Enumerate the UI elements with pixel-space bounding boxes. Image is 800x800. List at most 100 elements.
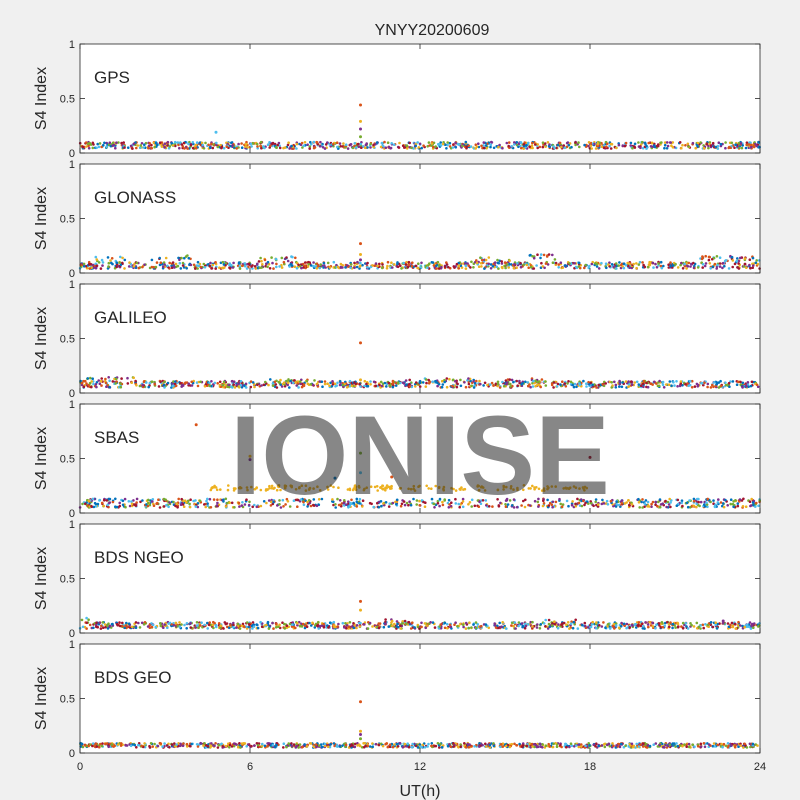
data-point — [500, 260, 504, 263]
data-point — [684, 622, 688, 625]
data-point — [178, 621, 181, 624]
spike-point — [359, 378, 362, 382]
data-point — [127, 622, 131, 625]
data-point — [387, 625, 391, 628]
data-point — [496, 258, 499, 262]
data-point — [589, 141, 593, 145]
data-point — [478, 379, 481, 383]
data-point — [353, 142, 357, 145]
data-point — [681, 143, 684, 147]
data-point — [178, 625, 182, 628]
data-point — [435, 267, 438, 270]
data-point — [618, 382, 622, 386]
data-point — [227, 626, 231, 630]
data-point — [707, 255, 711, 259]
data-point — [713, 505, 717, 508]
data-point — [309, 383, 313, 386]
data-point — [101, 264, 104, 267]
data-point — [339, 145, 343, 148]
data-point — [474, 626, 478, 630]
data-point — [564, 385, 568, 388]
data-point — [391, 379, 395, 383]
data-point — [715, 382, 718, 386]
data-point — [109, 259, 112, 262]
data-point — [528, 254, 532, 257]
data-point — [651, 625, 655, 628]
data-point — [618, 745, 622, 749]
data-point — [602, 144, 606, 147]
data-point — [537, 497, 540, 501]
data-point — [134, 621, 138, 624]
data-point — [110, 257, 114, 260]
data-point — [651, 261, 654, 265]
data-point — [745, 266, 748, 270]
data-point — [571, 383, 574, 387]
data-point — [452, 143, 455, 146]
data-point — [253, 265, 257, 268]
data-point — [386, 264, 389, 268]
data-point — [547, 618, 551, 622]
data-point — [479, 382, 482, 386]
data-point — [414, 264, 418, 268]
data-point — [550, 624, 554, 627]
data-point — [430, 144, 433, 147]
data-point — [694, 146, 697, 150]
data-point — [742, 265, 746, 268]
data-point — [577, 265, 581, 268]
data-point — [336, 265, 340, 269]
data-point — [624, 141, 628, 145]
data-point — [388, 384, 391, 388]
data-point — [358, 383, 361, 386]
data-point — [134, 626, 138, 629]
data-point — [510, 145, 513, 148]
data-point — [312, 261, 315, 264]
data-point — [285, 256, 288, 259]
data-point — [638, 260, 642, 264]
data-point — [610, 381, 613, 384]
data-point — [174, 262, 178, 266]
data-point — [298, 624, 302, 628]
data-point — [399, 381, 402, 385]
data-point — [87, 262, 91, 266]
data-point — [180, 623, 183, 626]
data-point — [345, 624, 349, 627]
data-point — [647, 141, 650, 145]
data-point — [222, 380, 226, 384]
data-point — [126, 146, 130, 149]
data-point — [249, 142, 253, 146]
data-point — [99, 627, 103, 630]
data-point — [319, 144, 322, 148]
data-point — [267, 143, 270, 146]
data-point — [671, 146, 675, 149]
data-point — [92, 505, 96, 509]
data-point — [107, 497, 111, 501]
data-point — [124, 624, 127, 628]
data-point — [552, 381, 556, 384]
data-point — [88, 382, 92, 385]
data-point — [661, 502, 664, 506]
data-point — [197, 264, 201, 268]
data-point — [500, 262, 504, 265]
data-point — [275, 386, 279, 389]
data-point — [457, 267, 461, 270]
data-point — [121, 503, 125, 507]
data-point — [135, 146, 138, 150]
data-point — [245, 267, 249, 270]
data-point — [685, 267, 688, 270]
data-point — [590, 623, 594, 626]
data-point — [98, 382, 102, 386]
data-point — [214, 267, 217, 270]
data-point — [587, 380, 590, 384]
data-point — [518, 381, 521, 385]
data-point — [715, 267, 718, 270]
data-point — [223, 266, 226, 269]
data-point — [751, 266, 754, 270]
data-point — [366, 146, 369, 149]
data-point — [315, 262, 319, 266]
data-point — [525, 263, 529, 267]
data-point — [95, 381, 99, 384]
data-point — [646, 265, 650, 269]
data-point — [679, 380, 683, 383]
data-point — [332, 260, 336, 264]
